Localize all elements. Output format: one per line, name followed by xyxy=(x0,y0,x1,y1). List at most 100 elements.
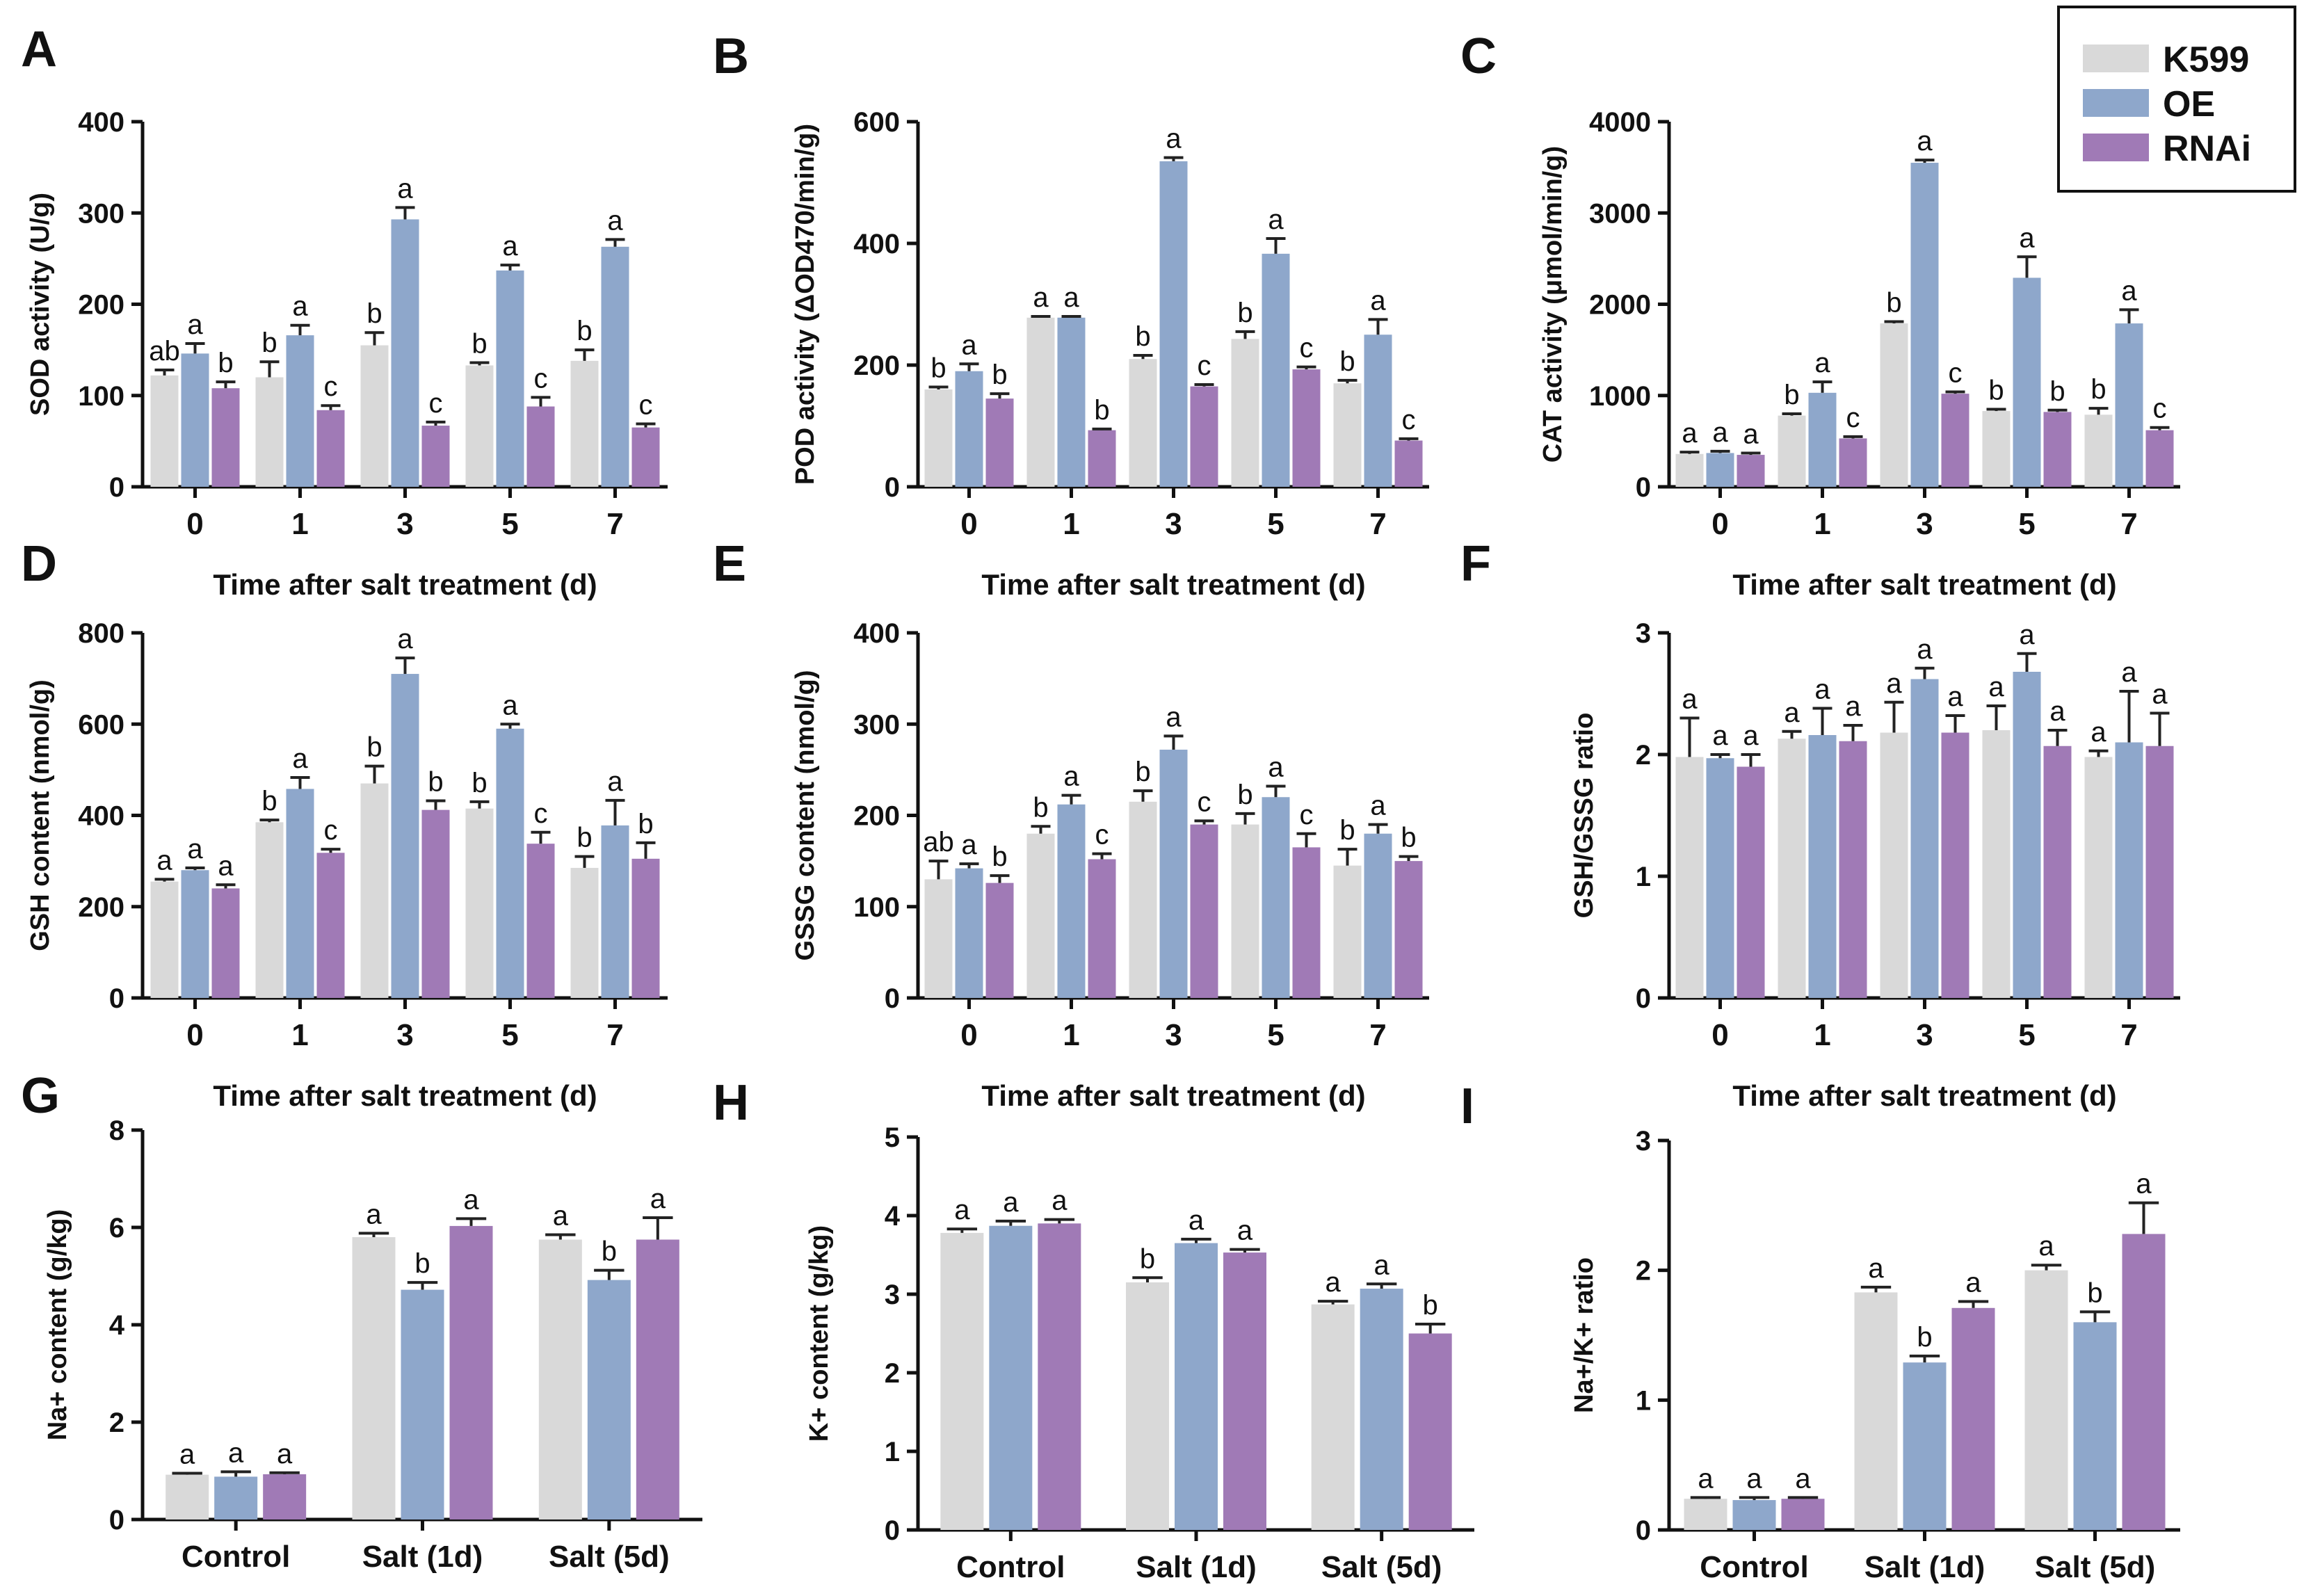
bar-rnai-0 xyxy=(985,882,1014,998)
significance-letter: a xyxy=(1795,1463,1811,1494)
y-tick-label: 0 xyxy=(109,1505,124,1535)
bar-rnai-3 xyxy=(2043,745,2072,998)
bar-rnai-1 xyxy=(1088,430,1116,487)
x-tick-label: 3 xyxy=(1165,1018,1182,1052)
significance-letter: a xyxy=(1814,348,1830,378)
bar-oe-1 xyxy=(1903,1362,1947,1530)
bar-rnai-3 xyxy=(526,406,555,487)
y-tick-label: 800 xyxy=(78,618,124,649)
bar-rnai-0 xyxy=(263,1474,307,1520)
bar-k599-4 xyxy=(1333,383,1362,487)
y-tick-label: 2 xyxy=(109,1408,124,1438)
bar-k599-0 xyxy=(1684,1499,1727,1530)
significance-letter: b xyxy=(1784,380,1799,410)
bar-k599-3 xyxy=(1982,411,2011,487)
bar-k599-1 xyxy=(1778,415,1806,487)
significance-letter: a xyxy=(1886,668,1902,699)
x-axis-label: Time after salt treatment (d) xyxy=(981,568,1365,601)
significance-letter: b xyxy=(261,328,277,358)
x-tick-label: 5 xyxy=(501,507,518,541)
x-tick-label: 3 xyxy=(1916,1018,1933,1052)
bar-k599-0 xyxy=(150,881,179,998)
panel-letter: C xyxy=(1460,29,1497,84)
panel-letter: D xyxy=(21,536,57,592)
significance-letter: a xyxy=(1374,1250,1390,1280)
bar-rnai-1 xyxy=(1839,741,1867,998)
y-tick-label: 0 xyxy=(1636,1515,1651,1546)
bar-oe-3 xyxy=(1262,253,1290,487)
bar-oe-2 xyxy=(1360,1289,1403,1530)
significance-letter: a xyxy=(650,1184,666,1214)
bar-rnai-1 xyxy=(1223,1252,1266,1530)
y-tick-label: 0 xyxy=(885,983,900,1014)
y-tick-label: 1 xyxy=(885,1437,900,1467)
bar-k599-3 xyxy=(1982,730,2011,998)
x-axis-label: Time after salt treatment (d) xyxy=(1732,1079,2116,1112)
significance-letter: a xyxy=(1189,1205,1205,1236)
significance-letter: a xyxy=(1063,282,1079,313)
x-tick-label: 5 xyxy=(2018,507,2035,541)
significance-letter: b xyxy=(1140,1243,1155,1274)
y-tick-label: 3 xyxy=(885,1280,900,1310)
significance-letter: b xyxy=(472,768,487,798)
significance-letter: a xyxy=(1947,682,1963,712)
bar-oe-0 xyxy=(1706,758,1734,998)
significance-letter: a xyxy=(156,845,172,876)
bar-k599-1 xyxy=(1854,1292,1898,1530)
bar-rnai-3 xyxy=(1292,847,1321,998)
significance-letter: a xyxy=(1052,1186,1068,1216)
significance-letter: b xyxy=(1917,1322,1932,1353)
panel-letter: G xyxy=(21,1068,60,1124)
bar-oe-3 xyxy=(496,728,524,998)
bar-oe-0 xyxy=(1732,1500,1776,1530)
significance-letter: a xyxy=(2136,1169,2152,1200)
y-tick-label: 200 xyxy=(78,892,124,923)
significance-letter: b xyxy=(366,732,382,763)
bar-rnai-1 xyxy=(1951,1307,1995,1530)
x-tick-label: 0 xyxy=(1711,1018,1728,1052)
x-tick-label: 3 xyxy=(396,1018,413,1052)
x-tick-label: Salt (1d) xyxy=(1136,1550,1257,1584)
significance-letter: a xyxy=(2019,223,2035,253)
significance-letter: b xyxy=(1401,823,1416,853)
bar-oe-1 xyxy=(1808,392,1837,487)
bar-k599-4 xyxy=(2084,757,2113,998)
significance-letter: a xyxy=(228,1437,244,1468)
significance-letter: a xyxy=(397,173,413,204)
bar-k599-1 xyxy=(352,1237,396,1520)
significance-letter: c xyxy=(1949,358,1963,389)
significance-letter: a xyxy=(218,851,234,881)
legend-swatch-oe xyxy=(2083,89,2149,117)
y-tick-label: 5 xyxy=(885,1122,900,1153)
y-tick-label: 1000 xyxy=(1589,381,1651,412)
significance-letter: b xyxy=(1339,346,1355,377)
y-tick-label: 300 xyxy=(78,198,124,229)
y-tick-label: 2 xyxy=(1636,740,1651,771)
bar-rnai-4 xyxy=(2145,745,2174,998)
significance-letter: c xyxy=(1198,787,1211,817)
significance-letter: a xyxy=(954,1195,970,1225)
bar-oe-1 xyxy=(1057,804,1086,998)
x-axis-label: Time after salt treatment (d) xyxy=(213,1079,597,1112)
significance-letter: a xyxy=(1063,761,1079,792)
bar-rnai-1 xyxy=(449,1225,493,1520)
y-tick-label: 4 xyxy=(885,1201,901,1232)
y-axis-label: Na+/K+ ratio xyxy=(1570,1257,1599,1413)
bar-oe-4 xyxy=(1364,833,1392,998)
significance-letter: c xyxy=(1198,350,1211,381)
bar-rnai-1 xyxy=(316,853,345,998)
significance-letter: a xyxy=(1917,634,1933,665)
significance-letter: b xyxy=(577,823,592,853)
significance-letter: a xyxy=(961,830,977,860)
bar-oe-3 xyxy=(1262,797,1290,998)
significance-letter: c xyxy=(324,371,338,402)
bar-rnai-4 xyxy=(2145,430,2174,487)
bar-rnai-4 xyxy=(631,858,660,998)
bar-k599-2 xyxy=(1880,732,1908,998)
bar-k599-4 xyxy=(1333,865,1362,998)
bar-k599-0 xyxy=(940,1232,984,1530)
panel-letter: H xyxy=(713,1075,749,1131)
bar-k599-1 xyxy=(1026,833,1055,998)
